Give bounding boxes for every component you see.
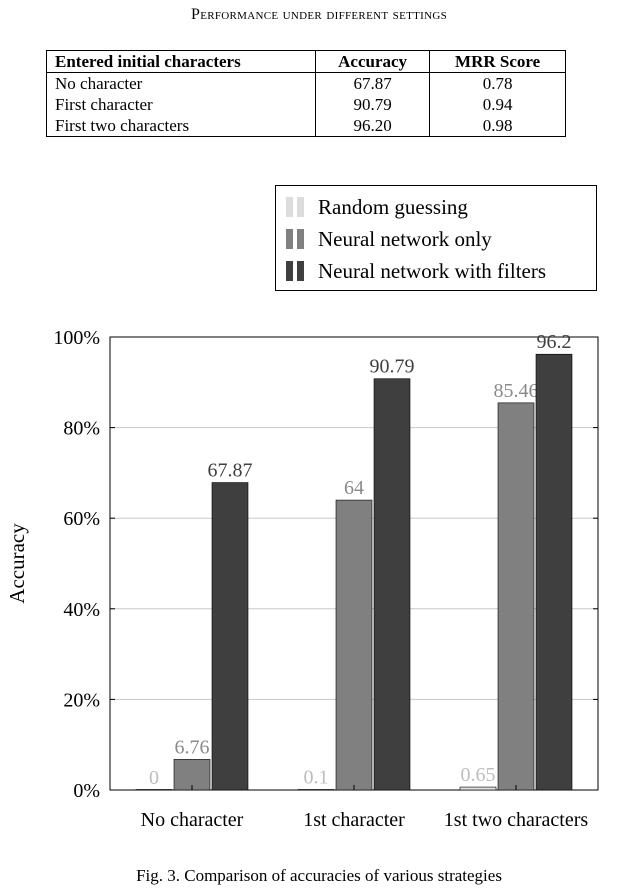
legend-swatch	[286, 261, 304, 281]
legend-swatch-bar	[297, 229, 304, 249]
header-mrr-score: MRR Score	[429, 50, 566, 73]
bar-chart: 0% 20% 40% 60% 80% 100% Accuracy 0 6.76 67.87 No c…	[5, 327, 599, 831]
figure-caption: Fig. 3. Comparison of accuracies of vari…	[136, 866, 502, 885]
bar	[373, 378, 411, 791]
table-cell: 0.94	[429, 94, 566, 115]
header-accuracy: Accuracy	[314, 50, 431, 73]
legend-swatch-bar	[286, 197, 293, 217]
bar	[297, 789, 335, 791]
bar	[459, 786, 497, 791]
bar-value-label: 96.2	[537, 331, 572, 353]
y-tick-label: 80%	[63, 418, 100, 440]
bar-value-label: 67.87	[208, 460, 253, 482]
y-axis-label: Accuracy	[5, 523, 29, 604]
legend-swatch-bar	[286, 229, 293, 249]
table-cell: First character	[46, 94, 316, 115]
bar	[497, 402, 535, 791]
y-tick-label: 0%	[73, 780, 100, 802]
bar-value-label: 0.65	[461, 764, 496, 786]
legend-item-neural-network-with-filters: Neural network with filters	[286, 256, 546, 286]
legend-swatch-bar	[297, 197, 304, 217]
bar	[135, 789, 173, 791]
legend-swatch-bar	[297, 261, 304, 281]
bar-value-label: 85.46	[494, 380, 539, 402]
performance-table: Entered initial characters Accuracy MRR …	[46, 50, 566, 137]
y-tick-label: 100%	[53, 327, 100, 349]
table-cell: First two characters	[46, 115, 316, 137]
table-row: First two characters 96.20 0.98	[46, 115, 566, 137]
table-cell: 90.79	[314, 94, 431, 115]
bar	[535, 353, 573, 791]
y-tick-label: 40%	[63, 599, 100, 621]
x-tick-label: No character	[141, 809, 244, 831]
chart-legend: Random guessing Neural network only Neur…	[275, 185, 597, 291]
table-cell: 0.78	[429, 72, 566, 94]
bar	[173, 759, 211, 791]
table-row: First character 90.79 0.94	[46, 94, 566, 115]
x-tick-label: 1st character	[303, 809, 405, 831]
table-cell: 0.98	[429, 115, 566, 137]
legend-swatch	[286, 229, 304, 249]
table-cell: 67.87	[314, 72, 431, 94]
legend-item-neural-network-only: Neural network only	[286, 224, 492, 254]
legend-label: Neural network with filters	[318, 258, 547, 283]
table-row: No character 67.87 0.78	[46, 72, 566, 94]
legend-label: Neural network only	[318, 226, 492, 251]
y-tick-label: 20%	[63, 689, 100, 711]
bar-value-label: 0.1	[304, 767, 329, 789]
y-tick-label: 60%	[63, 508, 100, 530]
legend-item-random-guessing: Random guessing	[286, 192, 468, 222]
bar	[335, 499, 373, 791]
table-cell: 96.20	[314, 115, 431, 137]
table-caption: Performance under different settings	[191, 6, 447, 23]
legend-swatch-bar	[286, 261, 293, 281]
x-tick-label: 1st two characters	[444, 809, 589, 831]
legend-swatch	[286, 197, 304, 217]
table-header-row: Entered initial characters Accuracy MRR …	[46, 50, 566, 73]
bar-value-label: 0	[149, 767, 159, 789]
bar	[211, 482, 249, 791]
header-entered-characters: Entered initial characters	[46, 50, 316, 73]
bar-value-label: 64	[344, 477, 364, 499]
bar-value-label: 6.76	[175, 736, 210, 758]
legend-label: Random guessing	[318, 194, 468, 219]
table-cell: No character	[46, 72, 316, 94]
bar-value-label: 90.79	[370, 356, 415, 378]
